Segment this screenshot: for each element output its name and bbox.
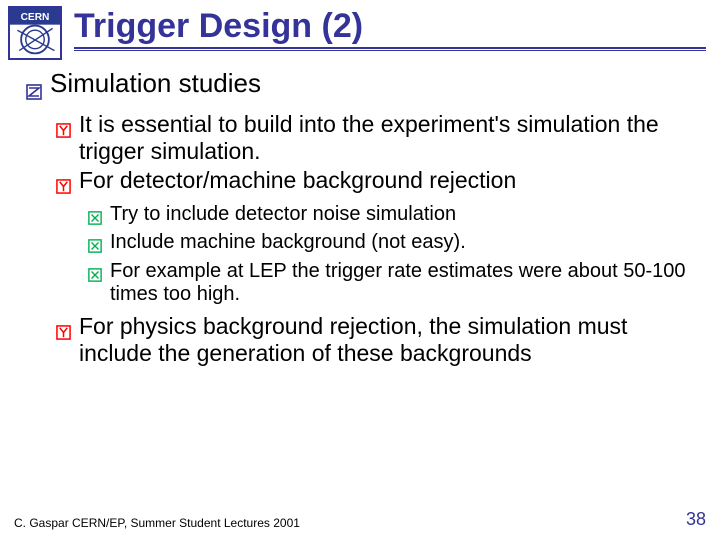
- bullet-text: Simulation studies: [50, 68, 698, 99]
- title-underline: [74, 47, 706, 51]
- y-bullet-icon: [56, 319, 71, 346]
- svg-text:CERN: CERN: [21, 12, 50, 23]
- x-bullet-icon: [88, 236, 102, 260]
- bullet-text: Try to include detector noise simulation: [110, 203, 698, 227]
- y-bullet-icon: [56, 173, 71, 200]
- bullet-level2: It is essential to build into the experi…: [56, 111, 698, 165]
- bullet-text: For detector/machine background rejectio…: [79, 167, 698, 194]
- bullet-level3: Try to include detector noise simulation: [88, 203, 698, 232]
- slide-footer: C. Gaspar CERN/EP, Summer Student Lectur…: [14, 509, 706, 530]
- slide-body: Simulation studies It is essential to bu…: [0, 60, 720, 367]
- bullet-text: For example at LEP the trigger rate esti…: [110, 260, 698, 307]
- bullet-level3: Include machine background (not easy).: [88, 231, 698, 260]
- x-bullet-icon: [88, 208, 102, 232]
- bullet-text: It is essential to build into the experi…: [79, 111, 698, 165]
- title-container: Trigger Design (2): [62, 6, 720, 51]
- bullet-text: Include machine background (not easy).: [110, 231, 698, 255]
- slide-header: CERN Trigger Design (2): [0, 0, 720, 60]
- bullet-level2: For detector/machine background rejectio…: [56, 167, 698, 200]
- bullet-level2: For physics background rejection, the si…: [56, 313, 698, 367]
- page-number: 38: [686, 509, 706, 530]
- cern-logo: CERN: [8, 6, 62, 60]
- bullet-level1: Simulation studies: [26, 68, 698, 107]
- bullet-level3: For example at LEP the trigger rate esti…: [88, 260, 698, 307]
- z-bullet-icon: [26, 76, 42, 107]
- x-bullet-icon: [88, 265, 102, 289]
- bullet-text: For physics background rejection, the si…: [79, 313, 698, 367]
- footer-author: C. Gaspar CERN/EP, Summer Student Lectur…: [14, 516, 300, 530]
- y-bullet-icon: [56, 117, 71, 144]
- slide-title: Trigger Design (2): [74, 8, 720, 45]
